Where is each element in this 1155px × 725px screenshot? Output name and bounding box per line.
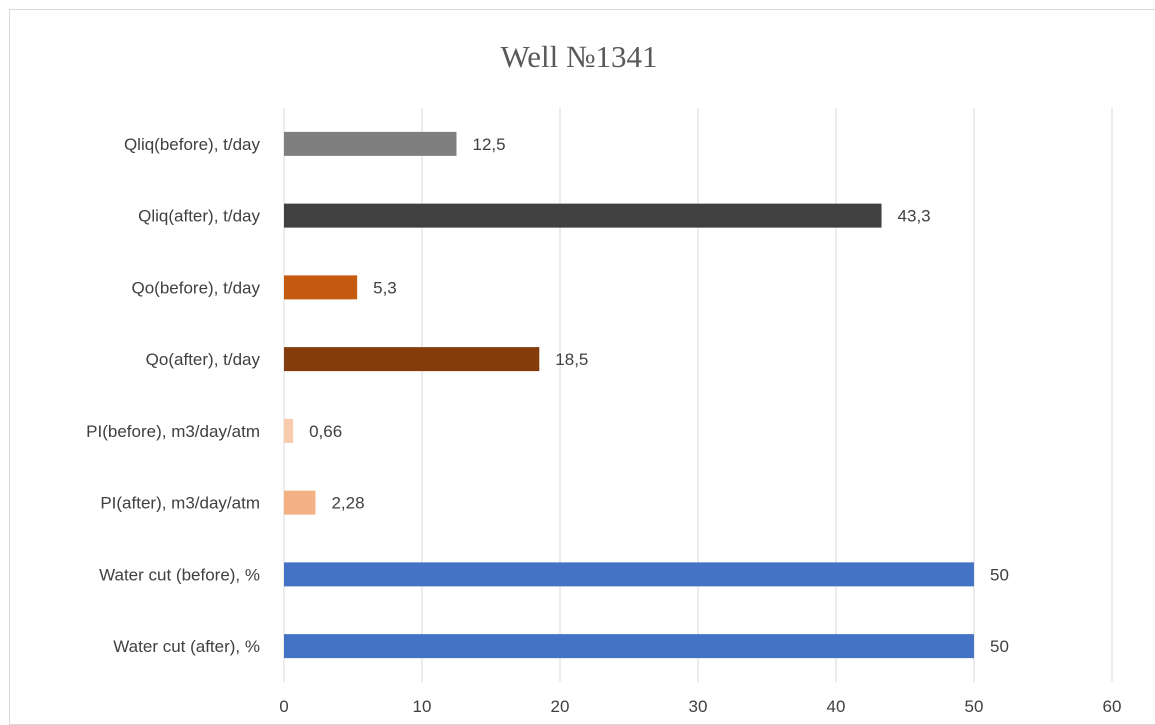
bar	[284, 347, 540, 372]
category-labels: Qliq(before), t/day Qliq(after), t/day Qo(…	[86, 135, 260, 656]
x-tick-label: 40	[827, 697, 846, 716]
x-tick-label: 60	[1103, 697, 1122, 716]
data-labels: 12,5 43,3 5,3 18,5 0,66 2,28 50 50	[309, 135, 1009, 656]
data-label: 5,3	[373, 278, 397, 297]
x-tick-label: 50	[965, 697, 984, 716]
bars	[284, 131, 974, 659]
data-label: 43,3	[898, 207, 931, 226]
data-label: 18,5	[555, 350, 588, 369]
category-label: Water cut (before), %	[99, 565, 260, 584]
chart-title: Well №1341	[500, 39, 657, 74]
bar	[284, 418, 294, 443]
data-label: 50	[990, 565, 1009, 584]
category-label: Qliq(after), t/day	[138, 207, 260, 226]
bar	[284, 490, 316, 515]
chart-area: Well №1341 Qliq(before), t/day Qliq(after…	[9, 9, 1155, 725]
category-label: Qliq(before), t/day	[124, 135, 261, 154]
bar	[284, 275, 358, 300]
category-label: Water cut (after), %	[113, 637, 260, 656]
data-label: 2,28	[331, 494, 364, 513]
data-label: 0,66	[309, 422, 342, 441]
bar	[284, 203, 882, 228]
x-tick-label: 0	[279, 697, 288, 716]
bar	[284, 131, 457, 156]
bar-chart: Well №1341 Qliq(before), t/day Qliq(after…	[86, 39, 1121, 716]
bar	[284, 562, 974, 587]
gridlines	[283, 108, 1113, 682]
category-label: PI(before), m3/day/atm	[86, 422, 260, 441]
x-tick-label: 30	[689, 697, 708, 716]
category-label: Qo(before), t/day	[131, 278, 260, 297]
category-label: Qo(after), t/day	[146, 350, 261, 369]
x-tick-label: 10	[413, 697, 432, 716]
x-axis-ticks: 0 10 20 30 40 50 60	[279, 697, 1121, 716]
data-label: 50	[990, 637, 1009, 656]
bar	[284, 634, 974, 659]
category-label: PI(after), m3/day/atm	[100, 494, 260, 513]
data-label: 12,5	[473, 135, 506, 154]
x-tick-label: 20	[551, 697, 570, 716]
